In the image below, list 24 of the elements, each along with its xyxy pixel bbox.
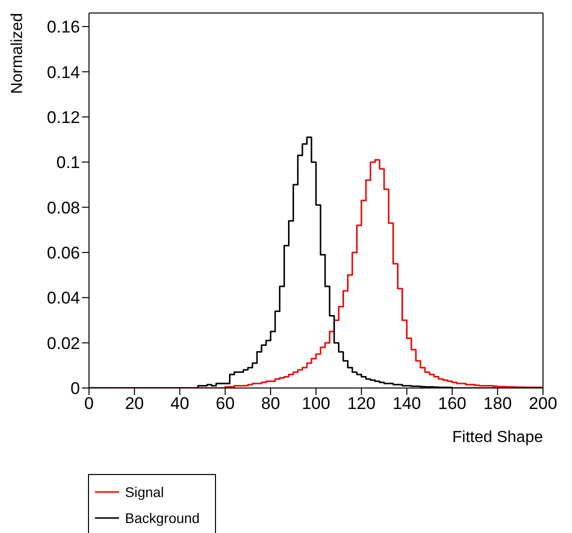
y-tick-label: 0.04 bbox=[46, 288, 80, 308]
y-axis-title: Normalized bbox=[9, 13, 26, 94]
x-tick-label: 0 bbox=[84, 394, 94, 414]
x-tick-label: 40 bbox=[170, 394, 190, 414]
x-tick-label: 60 bbox=[216, 394, 235, 414]
x-tick-label: 20 bbox=[124, 394, 144, 414]
legend-label: Signal bbox=[125, 484, 164, 500]
x-axis-title: Fitted Shape bbox=[452, 429, 544, 446]
y-tick-label: 0 bbox=[70, 379, 80, 398]
y-tick-label: 0.14 bbox=[46, 62, 80, 82]
y-tick-label: 0.08 bbox=[46, 198, 80, 218]
y-tick-label: 0.1 bbox=[56, 153, 80, 172]
x-tick-label: 100 bbox=[302, 394, 330, 414]
y-tick-label: 0.02 bbox=[46, 334, 80, 353]
x-tick-label: 200 bbox=[528, 394, 558, 414]
x-tick-label: 80 bbox=[261, 394, 280, 414]
legend-label: Background bbox=[125, 510, 200, 526]
y-tick-label: 0.12 bbox=[46, 108, 80, 127]
x-tick-label: 180 bbox=[483, 394, 512, 414]
y-tick-label: 0.06 bbox=[46, 243, 80, 262]
x-tick-label: 160 bbox=[438, 394, 466, 414]
y-tick-label: 0.16 bbox=[46, 18, 80, 37]
x-tick-label: 120 bbox=[347, 394, 376, 414]
x-tick-label: 140 bbox=[392, 394, 421, 414]
